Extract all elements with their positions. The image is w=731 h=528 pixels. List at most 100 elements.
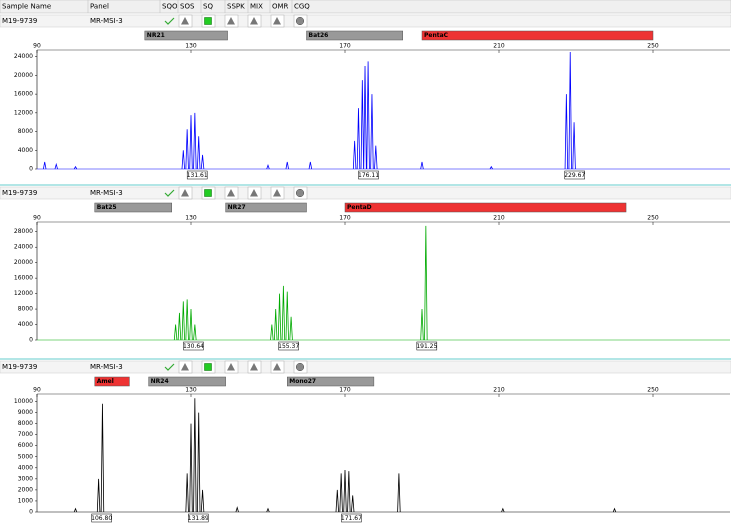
x-tick-label: 170 xyxy=(339,43,351,50)
peak xyxy=(370,94,374,170)
peak-label-box xyxy=(188,513,209,523)
sample-name: M19-9739 xyxy=(2,17,37,25)
y-tick-label: 1000 xyxy=(18,497,33,504)
column-header: SOS xyxy=(180,3,195,11)
column-header: Panel xyxy=(90,3,109,11)
peak xyxy=(185,473,189,513)
y-tick-label: 6000 xyxy=(18,442,33,449)
peak-label-box xyxy=(186,170,208,180)
peak-label: 176.11 xyxy=(358,172,379,179)
peak xyxy=(420,309,424,341)
marker-bin xyxy=(306,30,403,41)
peak-label: 106.80 xyxy=(91,515,112,522)
column-header: SQO xyxy=(162,3,178,11)
peak xyxy=(356,108,361,170)
sq-icon xyxy=(204,363,212,371)
marker-name: NR21 xyxy=(147,32,165,39)
y-tick-label: 16000 xyxy=(14,91,33,98)
x-tick-label: 250 xyxy=(647,387,659,394)
triangle-icon xyxy=(273,189,281,197)
check-icon xyxy=(164,17,175,25)
peak xyxy=(177,312,182,341)
peak xyxy=(339,473,343,513)
marker-bin xyxy=(94,202,172,213)
marker-name: NR27 xyxy=(228,204,246,211)
peak xyxy=(285,291,289,341)
marker-name: NR24 xyxy=(151,378,169,385)
peak xyxy=(489,165,493,170)
y-tick-label: 0 xyxy=(29,337,33,344)
y-tick-label: 8000 xyxy=(18,420,33,427)
y-tick-label: 4000 xyxy=(18,147,33,154)
x-tick-label: 170 xyxy=(339,387,351,394)
marker-bin xyxy=(287,376,375,387)
y-tick-label: 4000 xyxy=(18,321,33,328)
column-header: OMR xyxy=(272,3,289,11)
peak xyxy=(270,324,274,341)
peak xyxy=(612,507,617,513)
peak-label-box xyxy=(341,513,362,523)
peak xyxy=(277,293,282,341)
peak xyxy=(289,316,293,341)
marker-bin xyxy=(421,30,654,41)
marker-name: Mono27 xyxy=(289,378,316,385)
peak xyxy=(43,161,47,170)
peak xyxy=(360,80,365,170)
peak xyxy=(397,473,401,513)
y-tick-label: 7000 xyxy=(18,431,33,438)
column-header: Sample Name xyxy=(2,3,51,11)
marker-bin xyxy=(144,30,228,41)
peak xyxy=(193,324,197,341)
y-tick-label: 12000 xyxy=(14,109,33,116)
peak xyxy=(335,489,339,513)
peak xyxy=(193,398,197,513)
peak xyxy=(100,403,105,513)
x-tick-label: 170 xyxy=(339,215,351,222)
x-tick-label: 210 xyxy=(493,215,505,222)
peak xyxy=(274,309,278,341)
peak xyxy=(424,225,428,341)
marker-name: Bat25 xyxy=(97,204,117,211)
peak xyxy=(185,129,189,170)
peak-label: 131.89 xyxy=(188,515,209,522)
y-tick-label: 20000 xyxy=(14,72,33,79)
peak xyxy=(181,150,185,170)
sample-name: M19-9739 xyxy=(2,189,37,197)
x-tick-label: 90 xyxy=(33,215,41,222)
column-header: SQ xyxy=(203,3,213,11)
marker-name: PentaC xyxy=(424,32,449,39)
peak xyxy=(347,471,351,513)
peak xyxy=(200,489,205,513)
peak xyxy=(189,115,193,170)
peak xyxy=(363,66,367,170)
marker-name: Amel xyxy=(97,378,114,385)
peak-label-box xyxy=(564,170,585,180)
header-bar xyxy=(0,0,731,14)
triangle-icon xyxy=(181,363,189,371)
peak xyxy=(351,495,355,513)
peak xyxy=(266,164,270,170)
peak-label-box xyxy=(278,341,299,351)
peak-label: 131.61 xyxy=(187,172,208,179)
peak-label: 191.25 xyxy=(416,343,437,350)
peak xyxy=(343,470,347,513)
cgq-icon xyxy=(295,16,305,26)
y-tick-label: 24000 xyxy=(14,244,33,251)
peak xyxy=(420,161,424,170)
peak xyxy=(501,507,505,513)
x-tick-label: 130 xyxy=(185,215,197,222)
peak xyxy=(96,478,101,513)
marker-bin xyxy=(148,376,226,387)
peak xyxy=(568,51,572,170)
y-tick-label: 10000 xyxy=(14,398,33,405)
triangle-icon xyxy=(227,17,235,25)
marker-name: PentaD xyxy=(347,204,372,211)
peak xyxy=(200,154,205,170)
peak-label-box xyxy=(91,513,112,523)
y-tick-label: 16000 xyxy=(14,275,33,282)
x-tick-label: 90 xyxy=(33,43,41,50)
triangle-icon xyxy=(227,189,235,197)
peak xyxy=(197,412,201,513)
x-tick-label: 130 xyxy=(185,43,197,50)
